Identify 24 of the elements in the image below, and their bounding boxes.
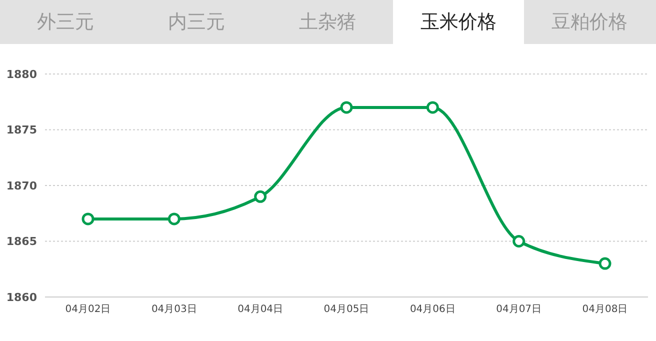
x-tick-label: 04月06日 bbox=[410, 304, 456, 316]
x-tick-label: 04月04日 bbox=[238, 304, 284, 316]
y-tick-label: 1870 bbox=[6, 179, 38, 192]
point bbox=[168, 212, 180, 226]
text: 内三元 bbox=[167, 10, 226, 35]
x-tick-label: 04月05日 bbox=[324, 304, 370, 316]
chart-title: 玉米价格 bbox=[393, 0, 524, 44]
y-tick-label: 1880 bbox=[6, 68, 38, 81]
text: 外三元 bbox=[36, 10, 95, 35]
point bbox=[598, 257, 612, 270]
point bbox=[512, 235, 526, 248]
y-tick-label: 1865 bbox=[6, 235, 37, 248]
x-tick-label: 04月03日 bbox=[151, 304, 197, 316]
x-tick-label: 04月08日 bbox=[582, 304, 628, 316]
point bbox=[82, 212, 94, 226]
x-tick-label: 04月02日 bbox=[65, 304, 111, 316]
y-tick-label: 1860 bbox=[6, 290, 38, 304]
point bbox=[340, 101, 353, 114]
text: 豆粕价格 bbox=[550, 10, 628, 35]
point bbox=[426, 101, 439, 114]
x-tick-label: 04月07日 bbox=[496, 304, 542, 316]
point bbox=[254, 190, 267, 203]
text: 土杂猪 bbox=[298, 10, 357, 35]
y-tick-label: 1875 bbox=[6, 124, 37, 137]
